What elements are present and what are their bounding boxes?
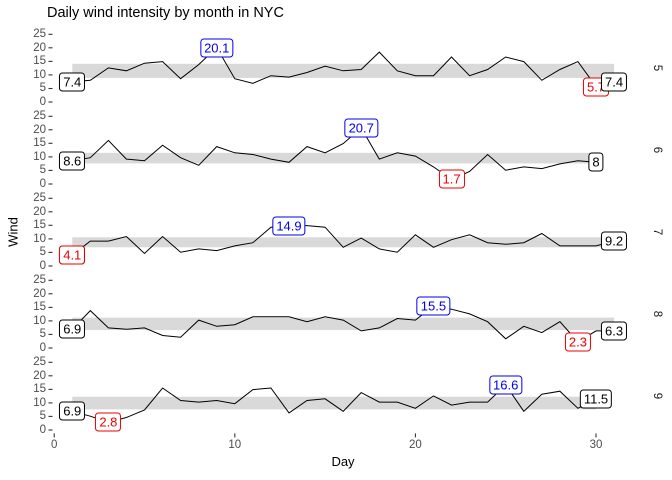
y-tick-label: 25 bbox=[33, 110, 46, 123]
value-label-last-month-7: 9.2 bbox=[601, 231, 628, 251]
value-label-last-month-9: 11.5 bbox=[579, 389, 613, 409]
wind-line-month-7 bbox=[71, 225, 615, 256]
iqr-band-month-9 bbox=[72, 396, 597, 410]
value-label-max-month-5: 20.1 bbox=[200, 38, 234, 58]
y-tick-label: 10 bbox=[33, 68, 46, 81]
y-tick-label: 0 bbox=[39, 424, 46, 436]
y-tick-label: 10 bbox=[33, 396, 46, 409]
value-label-max-month-7: 14.9 bbox=[272, 216, 306, 236]
y-tick-label: 25 bbox=[33, 356, 46, 369]
y-tick-label: 15 bbox=[33, 383, 46, 396]
wind-line-month-6 bbox=[72, 127, 597, 180]
y-tick-label: 0 bbox=[39, 178, 46, 190]
value-label-min-month-9: 2.8 bbox=[95, 412, 122, 432]
value-label-max-month-8: 15.5 bbox=[416, 296, 451, 316]
y-tick-label: 5 bbox=[39, 164, 46, 177]
y-tick-label: 15 bbox=[33, 137, 46, 150]
value-label-last-month-6: 8 bbox=[588, 152, 604, 172]
value-label-first-month-8: 6.9 bbox=[59, 319, 86, 339]
y-tick-label: 5 bbox=[39, 82, 46, 95]
value-label-max-month-9: 16.6 bbox=[489, 375, 523, 395]
wind-line-month-5 bbox=[72, 46, 615, 88]
value-label-first-month-6: 8.6 bbox=[59, 151, 86, 171]
y-tick-label: 20 bbox=[33, 287, 46, 300]
value-label-min-month-6: 1.7 bbox=[438, 169, 465, 189]
y-tick-label: 25 bbox=[33, 274, 46, 287]
wind-line-month-8 bbox=[71, 305, 615, 343]
iqr-band-month-8 bbox=[72, 317, 615, 331]
y-tick-label: 15 bbox=[33, 219, 46, 232]
y-tick-label: 25 bbox=[33, 192, 46, 205]
value-label-first-month-9: 6.9 bbox=[59, 401, 86, 421]
y-tick-label: 0 bbox=[39, 260, 46, 272]
y-tick-label: 5 bbox=[39, 246, 46, 259]
y-tick-label: 20 bbox=[33, 41, 46, 54]
value-label-last-month-8: 6.3 bbox=[601, 321, 628, 341]
y-tick-label: 0 bbox=[39, 342, 46, 354]
x-tick-label: 10 bbox=[228, 439, 242, 451]
facet-strip-label-month-5: 5 bbox=[651, 64, 663, 72]
y-tick-label: 0 bbox=[39, 96, 46, 108]
y-tick-label: 20 bbox=[33, 369, 46, 382]
y-tick-label: 25 bbox=[33, 28, 46, 41]
x-axis-title: Day bbox=[331, 454, 355, 469]
y-tick-label: 15 bbox=[33, 301, 46, 314]
value-label-first-month-5: 7.4 bbox=[59, 72, 86, 92]
x-tick-label: 20 bbox=[408, 439, 422, 451]
y-tick-label: 10 bbox=[33, 232, 46, 245]
y-tick-label: 15 bbox=[33, 55, 46, 68]
y-tick-label: 5 bbox=[39, 328, 46, 341]
facet-strip-label-month-7: 7 bbox=[651, 228, 663, 236]
value-label-last-month-5: 7.4 bbox=[601, 72, 628, 92]
y-axis-title: Wind bbox=[5, 217, 21, 247]
value-label-max-month-6: 20.7 bbox=[344, 118, 378, 138]
y-tick-label: 20 bbox=[33, 123, 46, 136]
chart-title: Daily wind intensity by month in NYC bbox=[47, 5, 284, 21]
x-tick-label: 0 bbox=[50, 439, 58, 451]
iqr-band-month-7 bbox=[72, 237, 615, 248]
iqr-band-month-6 bbox=[72, 152, 597, 164]
y-tick-label: 5 bbox=[39, 410, 46, 423]
facet-strip-label-month-6: 6 bbox=[651, 146, 663, 154]
facet-strip-label-month-8: 8 bbox=[651, 310, 663, 318]
facet-strip-label-month-9: 9 bbox=[651, 392, 663, 400]
y-tick-label: 10 bbox=[33, 314, 46, 327]
value-label-min-month-8: 2.3 bbox=[564, 332, 591, 352]
y-tick-label: 20 bbox=[33, 205, 46, 218]
y-tick-label: 10 bbox=[33, 150, 46, 163]
value-label-min-month-7: 4.1 bbox=[59, 245, 86, 265]
x-tick-label: 30 bbox=[589, 439, 603, 451]
